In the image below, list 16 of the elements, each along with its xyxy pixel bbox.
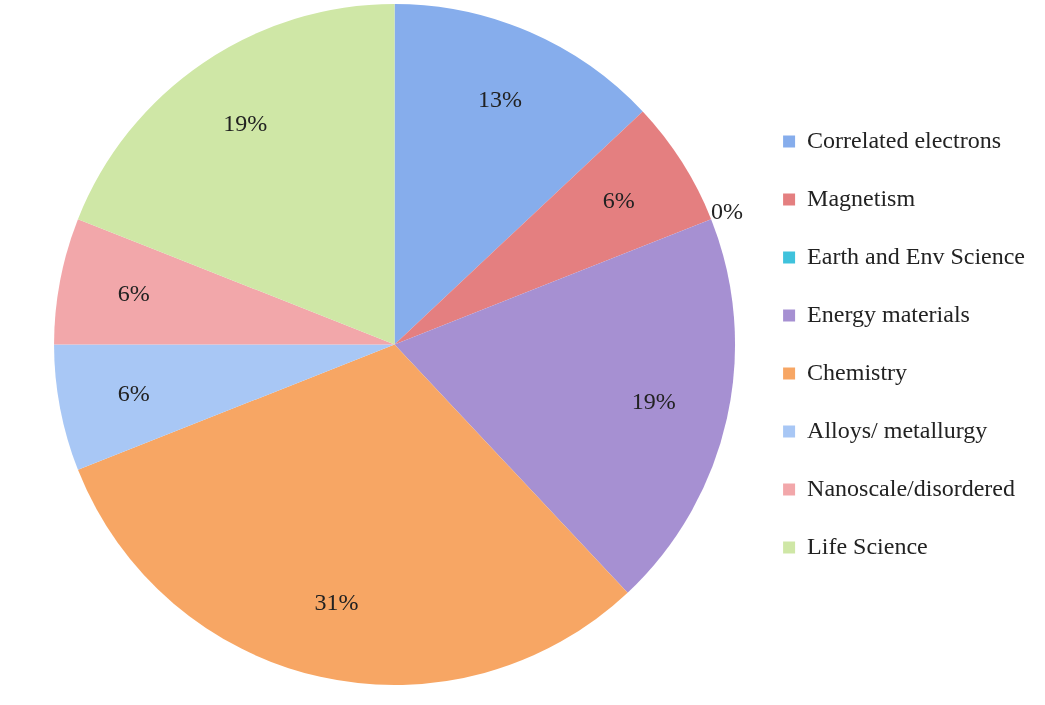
data-label: 6% xyxy=(117,280,150,307)
text: 0% xyxy=(710,198,743,225)
legend-label: Chemistry xyxy=(807,358,908,385)
legend-label: Nanoscale/disordered xyxy=(807,474,1016,501)
data-label: 6% xyxy=(602,187,635,214)
legend-label: Alloys/ metallurgy xyxy=(807,416,988,443)
data-label: 19% xyxy=(631,387,676,414)
legend-label: Magnetism xyxy=(807,184,916,211)
data-label: 19% xyxy=(223,110,268,137)
data-label: 6% xyxy=(117,379,150,406)
legend-label: Earth and Env Science xyxy=(807,242,1026,269)
data-label: 13% xyxy=(478,86,523,113)
legend-label: Energy materials xyxy=(807,300,970,327)
legend-label: Life Science xyxy=(807,532,928,559)
legend-label: Correlated electrons xyxy=(807,126,1002,153)
data-label: 31% xyxy=(314,588,359,615)
